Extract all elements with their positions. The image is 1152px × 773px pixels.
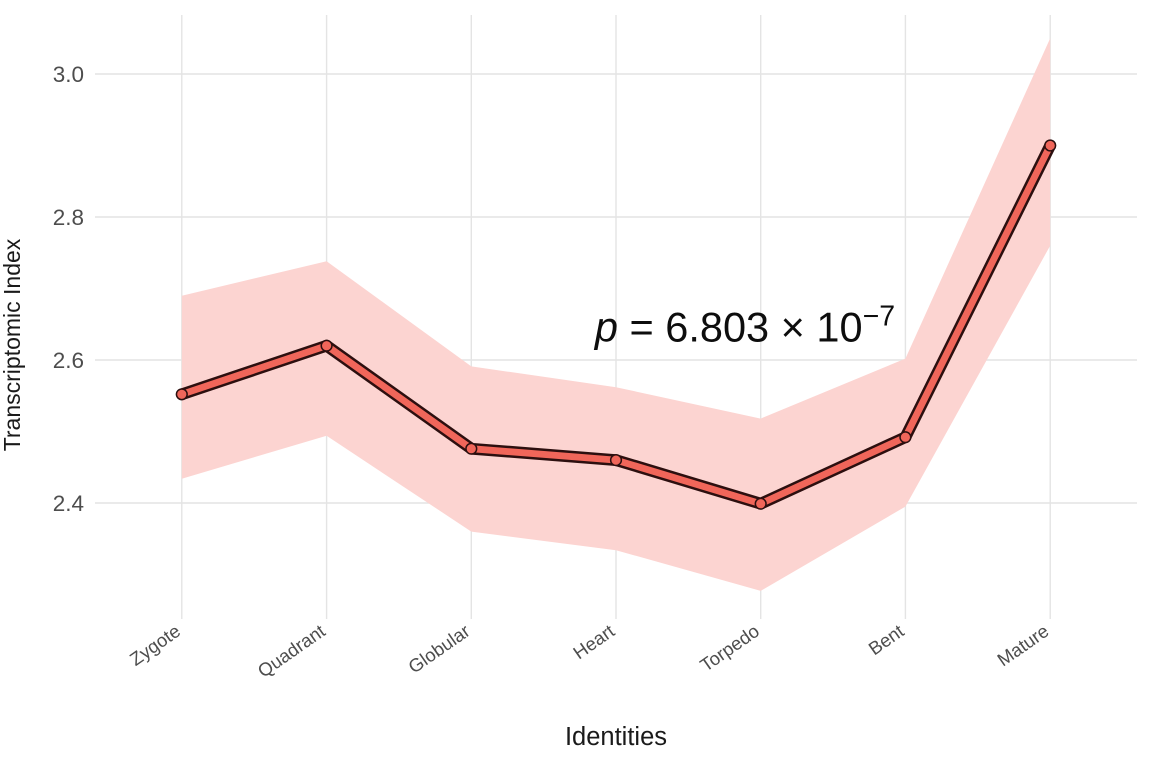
- svg-text:2.8: 2.8: [53, 205, 84, 230]
- svg-text:Mature: Mature: [993, 620, 1052, 670]
- svg-text:2.4: 2.4: [53, 491, 84, 516]
- svg-text:Bent: Bent: [864, 620, 907, 659]
- svg-text:Quadrant: Quadrant: [254, 620, 329, 681]
- svg-text:3.0: 3.0: [53, 62, 84, 87]
- svg-text:Transcriptomic Index: Transcriptomic Index: [0, 238, 25, 451]
- svg-text:2.6: 2.6: [53, 348, 84, 373]
- svg-text:p = 6.803 × 10−7: p = 6.803 × 10−7: [593, 300, 895, 350]
- svg-text:Globular: Globular: [404, 620, 473, 677]
- svg-text:Heart: Heart: [569, 620, 618, 663]
- svg-text:Identities: Identities: [565, 723, 667, 751]
- svg-text:Zygote: Zygote: [126, 620, 184, 670]
- svg-text:Torpedo: Torpedo: [696, 620, 763, 676]
